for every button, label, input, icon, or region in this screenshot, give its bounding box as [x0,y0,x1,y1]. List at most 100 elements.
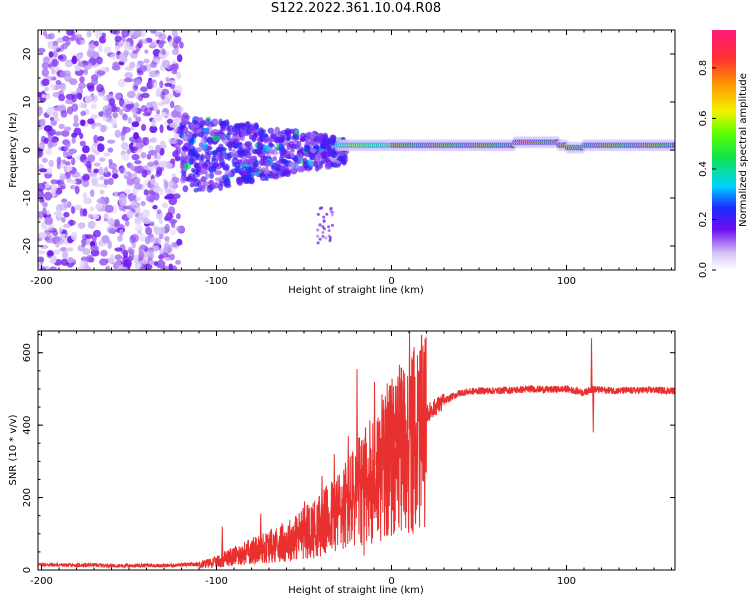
spectrogram-cell [322,219,326,223]
spectrogram-cell [212,162,220,168]
spectrogram-cell [107,217,115,226]
spectrogram-cell [41,93,46,99]
colorbar-gradient [712,30,736,270]
spectrogram-cell [42,56,51,65]
spectrogram-cell [126,90,136,99]
spectrogram-cell [62,159,67,165]
spectrogram-cell [129,61,136,69]
spectrogram-cell [97,135,105,142]
spectrogram-cell [187,136,195,144]
x-tick-label: 0 [388,276,394,287]
spectrogram-cell [78,82,86,89]
spectrogram-cell [69,78,78,86]
spectrogram-cell [99,175,105,181]
spectrogram-cell [41,78,50,87]
spectrogram-cell [248,156,255,161]
spectrogram-cell [127,116,133,124]
y-tick-label: 0 [22,567,33,573]
spectrogram-cell [38,191,45,199]
spectrogram-cell [174,85,183,94]
spectrogram-cell [174,156,181,162]
spectrogram-cell [144,235,151,245]
spectrogram-cell [51,58,60,68]
spectrogram-cell [89,206,95,212]
spectrogram-cell [40,244,49,249]
spectrogram-cell [89,189,95,197]
spectrogram-cell [277,146,285,152]
spectrogram-cell [49,183,58,193]
spectrogram-cell [66,165,73,171]
spectrogram-cell [236,176,244,181]
spectrogram-cell [296,140,302,148]
spectrogram-cell [59,175,67,181]
spectrogram-cell [54,131,63,136]
spectrogram-cell [316,241,320,245]
spectrogram-cell [63,166,68,173]
spectrogram-cell [97,143,105,152]
spectrogram-cell [150,41,156,48]
spectrogram-cell [127,246,133,254]
spectrogram-cell [71,30,76,37]
spectrogram-cell [156,209,162,215]
spectrogram-cell [110,253,115,262]
spectrogram-cell [150,61,158,68]
spectrogram-cell [44,33,53,40]
spectrogram-cell [74,33,83,39]
spectrogram-cell [147,249,155,259]
spectrogram-cell [227,153,232,161]
spectrogram-cell [78,266,87,270]
spectrogram-cell [44,236,50,241]
spectrogram-cell [61,130,70,137]
spectrogram-cell [148,145,154,150]
spectrogram-cell [268,142,274,147]
spectrogram-cell [48,51,54,58]
spectrogram-cell [203,154,211,160]
spectrogram-cell [134,183,143,190]
spectrogram-cell [50,254,57,264]
spectrogram-cell [322,227,326,231]
spectrogram-cell [142,209,151,217]
spectrogram-cell [320,151,328,160]
spectrogram-cell [264,166,269,174]
spectrogram-cell [122,113,128,121]
spectrogram-cell [38,168,48,173]
spectrogram-cell [169,100,175,109]
spectrogram-cell [80,110,87,117]
spectrogram-cell [69,185,77,190]
spectrogram-cell [135,78,142,86]
spectrogram-cell [181,116,190,125]
spectrogram-cell [158,218,164,225]
spectrogram-cell [38,250,46,255]
spectrogram-cell [275,160,281,169]
y-tick-label: 200 [22,488,33,507]
spectrogram-cell [44,216,54,225]
spectrogram-cell [195,154,204,161]
spectrogram-cell [277,131,283,137]
spectrogram-cell [149,221,155,227]
spectrogram-cell [69,219,74,226]
spectrogram-cell [121,30,130,38]
spectrogram-cell [185,131,193,136]
spectrogram-cell [309,153,315,161]
spectrogram-cell [93,162,101,167]
spectrogram-cell [166,93,174,100]
spectrogram-cell [296,152,303,158]
spectrogram-cell [139,244,147,250]
spectrogram-cell [253,131,258,138]
spectrogram-cell [169,122,177,128]
spectrogram-cell [119,229,124,236]
spectrogram-cell [303,146,311,153]
spectrogram-cell [176,238,183,246]
spectrogram-cell [227,124,234,132]
spectrogram-cell [99,189,105,195]
spectrogram-cell [321,234,325,238]
y-tick-label: -20 [22,238,33,254]
spectrogram-cell [60,109,68,118]
spectrogram-cell [151,73,161,78]
spectrogram-cell [141,258,149,265]
spectrogram-cell [331,162,338,168]
spectrogram-cell [114,92,122,101]
y-tick-label: -10 [22,190,33,206]
spectrogram-cell [52,44,60,51]
spectrogram-cell [159,248,164,254]
